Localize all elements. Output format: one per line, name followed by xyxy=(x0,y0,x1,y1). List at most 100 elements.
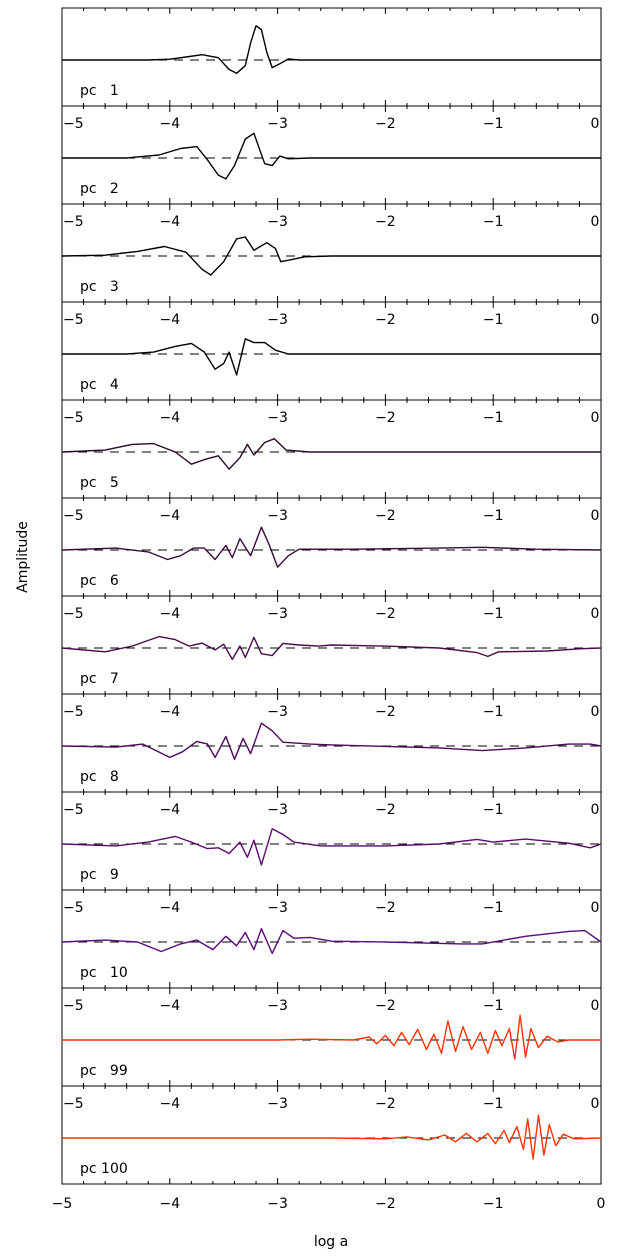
x-tick-label: −5 xyxy=(52,1196,73,1212)
x-tick-label: 0 xyxy=(591,116,600,132)
x-tick-label: −2 xyxy=(375,606,396,622)
panel-7: pc 7 −5 −4 −3 −2 −1 0 xyxy=(61,595,602,720)
panel-12: pc 100 xyxy=(61,1085,602,1185)
panel-label: pc 6 xyxy=(80,573,119,589)
series-line-pc-7 xyxy=(61,635,602,661)
x-tick-label: −1 xyxy=(483,410,504,426)
series-line-pc-5 xyxy=(61,438,601,470)
panel-label: pc 10 xyxy=(80,965,128,981)
x-tick-label: −1 xyxy=(483,1196,504,1212)
x-tick-label: −1 xyxy=(483,900,504,916)
x-tick-label: −3 xyxy=(267,410,288,426)
x-tick-label: −5 xyxy=(63,704,84,720)
panel-frame xyxy=(61,105,602,205)
x-tick-label: −4 xyxy=(159,508,180,524)
panel-label: pc 100 xyxy=(80,1161,128,1177)
series-line-pc-6 xyxy=(61,526,602,568)
panel-frame xyxy=(61,301,602,401)
x-tick-label: 0 xyxy=(591,802,600,818)
x-tick-label: −4 xyxy=(159,704,180,720)
panel-label: pc 1 xyxy=(80,83,119,99)
x-tick-label: −1 xyxy=(483,1096,504,1112)
x-tick-label: −4 xyxy=(159,214,180,230)
x-tick-label: −3 xyxy=(267,998,288,1014)
x-tick-label: −4 xyxy=(159,1196,180,1212)
x-tick-label: −3 xyxy=(267,214,288,230)
x-tick-label: −2 xyxy=(375,116,396,132)
x-tick-label: −2 xyxy=(375,410,396,426)
x-tick-label: −3 xyxy=(267,1196,288,1212)
series-line-pc-12 xyxy=(62,1114,602,1160)
x-tick-label: −4 xyxy=(159,410,180,426)
panel-11: pc 99 −5 −4 −3 −2 −1 0 xyxy=(61,987,602,1112)
bottom-x-axis: −5 −4 −3 −2 −1 0 xyxy=(52,1196,606,1212)
x-tick-label: −1 xyxy=(483,606,504,622)
x-tick-label: −5 xyxy=(63,312,84,328)
series-line-pc-2 xyxy=(62,132,601,180)
x-tick-label: −2 xyxy=(375,214,396,230)
panel-frame xyxy=(61,889,602,989)
panel-label: pc 5 xyxy=(80,475,119,491)
x-tick-label: −1 xyxy=(483,116,504,132)
x-tick-label: −4 xyxy=(159,802,180,818)
x-tick-label: −4 xyxy=(159,312,180,328)
series-line-pc-3 xyxy=(61,236,601,276)
x-tick-label: 0 xyxy=(591,1096,600,1112)
panel-frame xyxy=(61,693,602,793)
x-tick-label: −1 xyxy=(483,508,504,524)
x-tick-label: −2 xyxy=(375,704,396,720)
x-axis-title: log a xyxy=(314,1234,348,1250)
x-tick-label: −3 xyxy=(267,606,288,622)
x-tick-label: −2 xyxy=(375,802,396,818)
panel-6: pc 6 −5 −4 −3 −2 −1 0 xyxy=(61,497,602,622)
panel-frame xyxy=(61,987,602,1087)
panel-1: pc 1 −5 −4 −3 −2 −1 0 xyxy=(61,7,602,132)
x-tick-label: 0 xyxy=(591,900,600,916)
x-tick-label: −3 xyxy=(267,116,288,132)
x-tick-label: −5 xyxy=(63,802,84,818)
x-tick-label: −4 xyxy=(159,606,180,622)
x-tick-label: −4 xyxy=(159,1096,180,1112)
panel-label: pc 8 xyxy=(80,769,119,785)
x-tick-label: −4 xyxy=(159,116,180,132)
x-tick-label: 0 xyxy=(591,998,600,1014)
panel-frame xyxy=(61,399,602,499)
panel-9: pc 9 −5 −4 −3 −2 −1 0 xyxy=(61,791,602,916)
panel-label: pc 7 xyxy=(80,671,119,687)
x-tick-label: 0 xyxy=(591,410,600,426)
x-tick-label: 0 xyxy=(591,508,600,524)
x-tick-label: −5 xyxy=(63,508,84,524)
x-tick-label: 0 xyxy=(591,312,600,328)
panel-5: pc 5 −5 −4 −3 −2 −1 0 xyxy=(61,399,602,524)
x-tick-label: −5 xyxy=(63,410,84,426)
panel-2: pc 2 −5 −4 −3 −2 −1 0 xyxy=(61,105,602,230)
x-tick-label: −4 xyxy=(159,998,180,1014)
x-tick-label: 0 xyxy=(591,606,600,622)
x-tick-label: −5 xyxy=(63,998,84,1014)
panel-8: pc 8 −5 −4 −3 −2 −1 0 xyxy=(61,693,602,818)
x-tick-label: −3 xyxy=(267,704,288,720)
x-tick-label: −1 xyxy=(483,704,504,720)
series-line-pc-11 xyxy=(62,1014,601,1060)
panel-4: pc 4 −5 −4 −3 −2 −1 0 xyxy=(61,301,602,426)
x-tick-label: 0 xyxy=(591,704,600,720)
x-tick-label: −3 xyxy=(267,508,288,524)
x-tick-label: −2 xyxy=(375,312,396,328)
x-tick-label: −1 xyxy=(483,312,504,328)
panel-frame xyxy=(61,7,602,107)
x-tick-label: −5 xyxy=(63,606,84,622)
panel-label: pc 2 xyxy=(80,181,119,197)
x-tick-label: −2 xyxy=(375,1096,396,1112)
y-axis-title: Amplitude xyxy=(15,521,31,593)
x-tick-label: −5 xyxy=(63,214,84,230)
x-tick-label: 0 xyxy=(597,1196,606,1212)
panel-frame xyxy=(61,497,602,597)
panel-3: pc 3 −5 −4 −3 −2 −1 0 xyxy=(61,203,602,328)
x-tick-label: −5 xyxy=(63,116,84,132)
x-tick-label: 0 xyxy=(591,214,600,230)
panel-frame xyxy=(61,203,602,303)
series-line-pc-10 xyxy=(61,928,602,955)
x-tick-label: −3 xyxy=(267,312,288,328)
x-tick-label: −5 xyxy=(63,900,84,916)
